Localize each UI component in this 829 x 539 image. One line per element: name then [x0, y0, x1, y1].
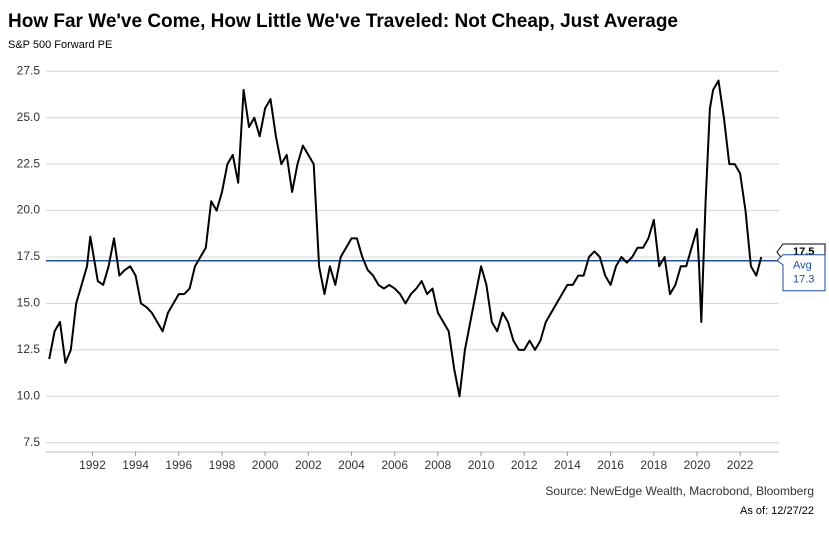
x-tick-label: 2006: [381, 458, 408, 472]
avg-label: Avg: [793, 260, 812, 272]
chart-title: How Far We've Come, How Little We've Tra…: [8, 11, 678, 32]
y-tick-label: 25.0: [17, 110, 41, 124]
x-tick-label: 2016: [597, 458, 624, 472]
y-tick-label: 27.5: [17, 63, 41, 77]
x-tick-label: 2012: [511, 458, 538, 472]
y-tick-label: 20.0: [17, 203, 41, 217]
x-tick-label: 2010: [468, 458, 495, 472]
x-tick-label: 2002: [295, 458, 322, 472]
y-tick-label: 12.5: [17, 342, 41, 356]
avg-box: [776, 254, 826, 292]
x-tick-label: 1992: [79, 458, 106, 472]
x-tick-label: 1994: [122, 458, 149, 472]
avg-value: 17.3: [793, 274, 814, 286]
x-tick-label: 2014: [554, 458, 581, 472]
y-tick-label: 7.5: [23, 435, 40, 449]
y-tick-label: 17.5: [17, 249, 41, 263]
data-line: [48, 79, 763, 398]
as-of: As of: 12/27/22: [740, 505, 814, 517]
x-tick-label: 1998: [209, 458, 236, 472]
x-tick-label: 2020: [684, 458, 711, 472]
x-tick-label: 2008: [425, 458, 452, 472]
y-tick-label: 15.0: [17, 296, 41, 310]
x-tick-label: 2000: [252, 458, 279, 472]
source: Source: NewEdge Wealth, Macrobond, Bloom…: [545, 484, 814, 498]
y-tick-label: 10.0: [17, 388, 41, 402]
x-tick-label: 2022: [727, 458, 754, 472]
y-tick-label: 22.5: [17, 156, 41, 170]
x-tick-label: 2004: [338, 458, 365, 472]
chart-subtitle: S&P 500 Forward PE: [8, 39, 112, 51]
x-tick-label: 2018: [640, 458, 667, 472]
x-tick-label: 1996: [165, 458, 192, 472]
